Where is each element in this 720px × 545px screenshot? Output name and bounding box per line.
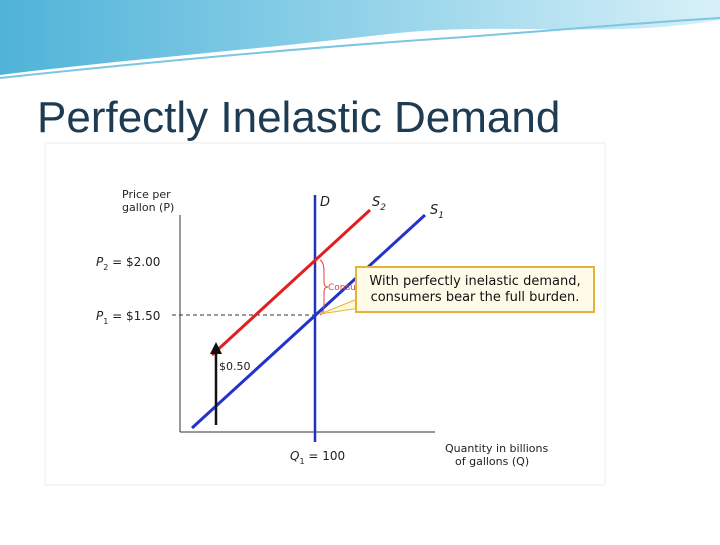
symbol: P [96,255,104,269]
supply-1-label: S1 [430,203,444,221]
p2-label: P2 = $2.00 [96,255,160,272]
burden-bracket [319,259,329,316]
symbol: Q [290,449,299,463]
tax-label: $0.50 [219,360,251,373]
diagram-frame [44,142,606,486]
symbol: S [372,195,380,210]
supply-1-curve [190,213,427,430]
value: = $2.00 [108,255,160,269]
symbol: P [96,309,104,323]
subscript: 1 [299,457,304,466]
subscript: 2 [103,263,108,272]
slide-title: Perfectly Inelastic Demand [37,93,560,142]
bracket-label: Consur [328,283,360,293]
callout-text: consumers bear the full burden. [371,290,580,305]
x-axis-label: of gallons (Q) [455,455,529,468]
supply-2-label: S2 [372,195,386,213]
subscript: 1 [438,211,444,221]
callout-box [355,266,595,313]
y-axis-label: Price per [122,188,171,201]
supply-2-curve [210,208,372,357]
value: = $1.50 [108,309,160,323]
q1-label: Q1 = 100 [290,449,345,466]
y-axis-label: gallon (P) [122,201,174,214]
symbol: S [430,203,438,218]
subscript: 1 [103,317,108,326]
callout-text: With perfectly inelastic demand, [369,274,580,289]
header-line [0,17,720,79]
demand-label: D [320,195,330,210]
tax-arrowhead [210,342,222,354]
p1-label: P1 = $1.50 [96,309,160,326]
x-axis-label: Quantity in billions [445,442,548,455]
header-wave [0,0,720,75]
value: = 100 [305,449,346,463]
subscript: 2 [380,203,386,213]
